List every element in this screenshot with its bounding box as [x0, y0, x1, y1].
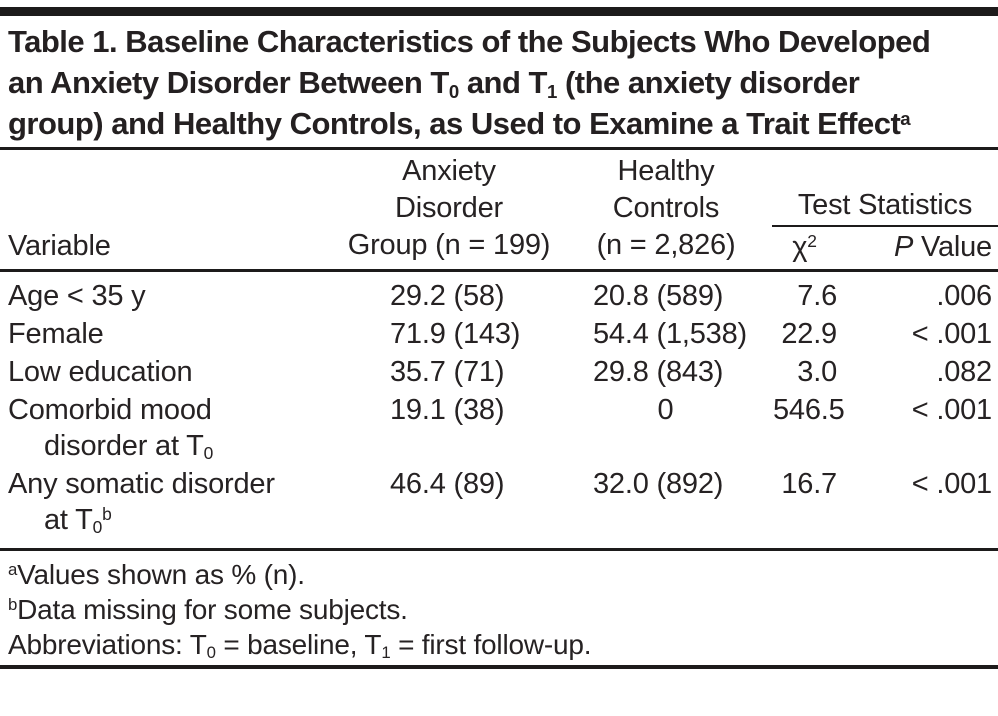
cell-healthy-controls: 20.8 (589)	[593, 279, 724, 312]
cell-chi-square: 3.0	[797, 355, 837, 388]
footnote-separator-rule	[0, 547, 998, 551]
title-separator-rule	[0, 147, 998, 150]
cell-healthy-controls: 29.8 (843)	[593, 355, 724, 388]
cell-p-value: < .001	[911, 393, 992, 426]
table-row: Age < 35 y 29.2 (58) 20.8 (589) 7.6 .006	[0, 270, 998, 315]
column-header-healthy-controls: Healthy Controls (n = 2,826)	[560, 150, 772, 272]
table-body: Age < 35 y 29.2 (58) 20.8 (589) 7.6 .006…	[0, 270, 998, 548]
footnote-b: bData missing for some subjects.	[8, 593, 408, 625]
cell-healthy-controls: 54.4 (1,538)	[593, 317, 747, 350]
cell-chi-square: 16.7	[781, 467, 837, 500]
cell-anxiety-group: 71.9 (143)	[390, 317, 521, 350]
footnotes: aValues shown as % (n). bData missing fo…	[0, 557, 998, 662]
cell-anxiety-group: 35.7 (71)	[390, 355, 505, 388]
column-header-test-statistics: Test Statistics	[772, 150, 998, 227]
cell-variable: Any somatic disorder at T0b	[8, 467, 275, 538]
column-header-p-value: P Value	[862, 226, 998, 272]
header-row-bottom: χ2 P Value	[0, 226, 998, 272]
table-header: Variable Anxiety Disorder Group (n = 199) …	[0, 150, 998, 272]
column-header-variable: Variable	[0, 150, 338, 272]
header-row-top: Variable Anxiety Disorder Group (n = 199) …	[0, 150, 998, 272]
cell-p-value: .006	[936, 279, 992, 312]
cell-anxiety-group: 46.4 (89)	[390, 467, 505, 500]
baseline-characteristics-table: Variable Anxiety Disorder Group (n = 199) …	[0, 150, 998, 548]
table-row: Female 71.9 (143) 54.4 (1,538) 22.9 < .0…	[0, 315, 998, 353]
footnote-a: aValues shown as % (n).	[8, 558, 305, 590]
cell-anxiety-group: 19.1 (38)	[390, 393, 505, 426]
table-title: Table 1. Baseline Characteristics of the…	[8, 24, 931, 141]
top-thick-rule	[0, 7, 998, 16]
cell-variable: Age < 35 y	[8, 279, 146, 312]
cell-anxiety-group: 29.2 (58)	[390, 279, 505, 312]
cell-variable: Low education	[8, 355, 193, 388]
table-row: Any somatic disorder at T0b 46.4 (89) 32.…	[0, 465, 998, 548]
bottom-rule	[0, 664, 998, 669]
cell-chi-square: 546.5	[773, 393, 845, 426]
cell-variable: Female	[8, 317, 104, 350]
cell-healthy-controls: 32.0 (892)	[593, 467, 724, 500]
table-row: Low education 35.7 (71) 29.8 (843) 3.0 .…	[0, 353, 998, 391]
cell-healthy-controls: 0	[657, 393, 674, 426]
cell-p-value: < .001	[911, 317, 992, 350]
table-row: Comorbid mood disorder at T0 19.1 (38) 0 …	[0, 391, 998, 465]
footnote-abbreviations: Abbreviations: T0 = baseline, T1 = first…	[8, 628, 592, 663]
cell-variable: Comorbid mood disorder at T0	[8, 393, 214, 464]
cell-p-value: < .001	[911, 467, 992, 500]
cell-p-value: .082	[936, 355, 992, 388]
cell-chi-square: 22.9	[781, 317, 837, 350]
column-header-anxiety-group: Anxiety Disorder Group (n = 199)	[338, 150, 560, 272]
cell-chi-square: 7.6	[797, 279, 837, 312]
column-header-chi-square: χ2	[772, 226, 862, 272]
